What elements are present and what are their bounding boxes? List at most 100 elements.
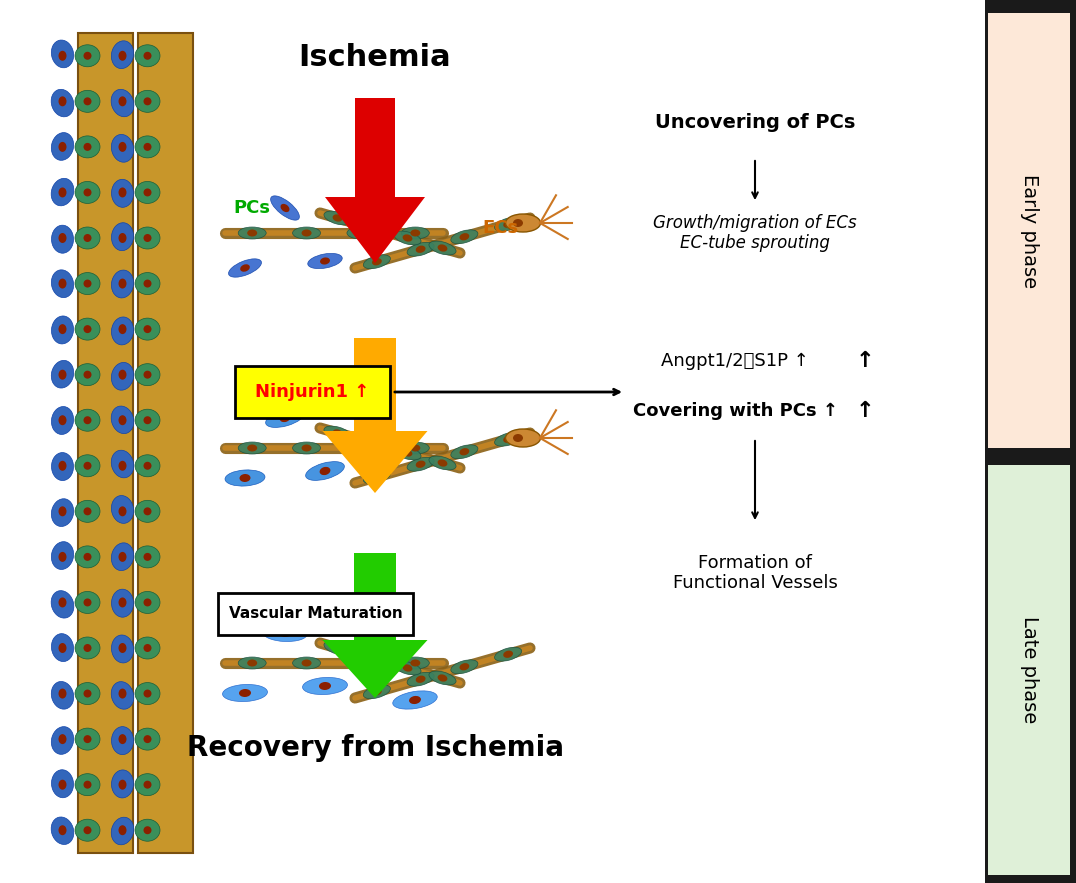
Ellipse shape xyxy=(134,501,160,523)
Ellipse shape xyxy=(118,689,127,698)
Ellipse shape xyxy=(410,660,421,667)
Ellipse shape xyxy=(143,234,152,242)
Ellipse shape xyxy=(401,657,429,669)
Ellipse shape xyxy=(504,651,513,658)
Ellipse shape xyxy=(84,325,91,333)
Text: Vascular Maturation: Vascular Maturation xyxy=(228,607,402,622)
Ellipse shape xyxy=(459,663,469,670)
Ellipse shape xyxy=(506,214,540,232)
Ellipse shape xyxy=(52,541,73,570)
Ellipse shape xyxy=(75,683,100,705)
Ellipse shape xyxy=(239,689,251,697)
Ellipse shape xyxy=(368,224,378,231)
Ellipse shape xyxy=(84,188,91,196)
Ellipse shape xyxy=(134,227,160,249)
Ellipse shape xyxy=(143,508,152,516)
Ellipse shape xyxy=(75,181,100,203)
Ellipse shape xyxy=(356,444,366,451)
Ellipse shape xyxy=(75,819,100,841)
Ellipse shape xyxy=(134,819,160,841)
Ellipse shape xyxy=(513,434,523,442)
Ellipse shape xyxy=(75,637,100,659)
Text: PCs: PCs xyxy=(233,199,270,217)
Ellipse shape xyxy=(394,446,421,460)
Ellipse shape xyxy=(143,371,152,379)
Ellipse shape xyxy=(134,45,160,67)
Ellipse shape xyxy=(111,89,133,117)
Ellipse shape xyxy=(332,429,342,436)
Ellipse shape xyxy=(111,543,133,570)
Ellipse shape xyxy=(52,360,74,388)
Ellipse shape xyxy=(263,624,308,642)
Ellipse shape xyxy=(238,657,266,669)
Ellipse shape xyxy=(84,462,91,470)
Ellipse shape xyxy=(320,258,330,265)
Ellipse shape xyxy=(112,770,133,798)
Ellipse shape xyxy=(52,682,74,709)
Bar xyxy=(77,33,132,853)
Ellipse shape xyxy=(451,660,478,674)
Ellipse shape xyxy=(75,592,100,614)
Ellipse shape xyxy=(84,690,91,698)
Ellipse shape xyxy=(118,506,127,517)
Ellipse shape xyxy=(143,599,152,607)
Bar xyxy=(988,465,1070,875)
Ellipse shape xyxy=(112,727,133,755)
Ellipse shape xyxy=(134,409,160,431)
Ellipse shape xyxy=(429,456,456,470)
Ellipse shape xyxy=(75,546,100,568)
Ellipse shape xyxy=(143,143,152,151)
Ellipse shape xyxy=(75,90,100,112)
Ellipse shape xyxy=(302,677,348,695)
Ellipse shape xyxy=(143,416,152,424)
Ellipse shape xyxy=(438,245,448,252)
Ellipse shape xyxy=(359,651,386,665)
Ellipse shape xyxy=(306,462,344,480)
Ellipse shape xyxy=(118,415,127,426)
Ellipse shape xyxy=(451,445,478,458)
Ellipse shape xyxy=(281,204,289,212)
Ellipse shape xyxy=(111,817,133,845)
Ellipse shape xyxy=(143,553,152,561)
Ellipse shape xyxy=(75,227,100,249)
Ellipse shape xyxy=(58,187,67,198)
Ellipse shape xyxy=(407,457,435,472)
Ellipse shape xyxy=(320,467,330,475)
Ellipse shape xyxy=(402,234,412,242)
Ellipse shape xyxy=(346,442,374,454)
Ellipse shape xyxy=(58,598,67,608)
Ellipse shape xyxy=(459,233,469,240)
Ellipse shape xyxy=(58,461,67,471)
Ellipse shape xyxy=(58,734,67,744)
Ellipse shape xyxy=(84,781,91,789)
Ellipse shape xyxy=(459,448,469,456)
Ellipse shape xyxy=(111,362,133,390)
Ellipse shape xyxy=(112,495,133,524)
Text: ↑: ↑ xyxy=(855,401,875,421)
Ellipse shape xyxy=(118,278,127,289)
Bar xyxy=(985,0,1076,883)
Ellipse shape xyxy=(394,231,421,245)
Text: Ischemia: Ischemia xyxy=(299,43,451,72)
Ellipse shape xyxy=(438,675,448,682)
Ellipse shape xyxy=(134,728,160,751)
Ellipse shape xyxy=(143,188,152,196)
Ellipse shape xyxy=(84,553,91,561)
Ellipse shape xyxy=(134,273,160,295)
Ellipse shape xyxy=(112,317,133,345)
Ellipse shape xyxy=(58,780,67,789)
Ellipse shape xyxy=(52,225,73,253)
Ellipse shape xyxy=(372,688,382,696)
Ellipse shape xyxy=(247,230,257,237)
Ellipse shape xyxy=(58,278,67,289)
Ellipse shape xyxy=(143,52,152,60)
Ellipse shape xyxy=(280,414,291,422)
Ellipse shape xyxy=(364,470,391,484)
Ellipse shape xyxy=(111,134,133,162)
Ellipse shape xyxy=(58,51,67,61)
Ellipse shape xyxy=(293,442,321,454)
Ellipse shape xyxy=(438,459,448,466)
Ellipse shape xyxy=(112,179,133,208)
Ellipse shape xyxy=(429,671,456,685)
Ellipse shape xyxy=(143,736,152,743)
